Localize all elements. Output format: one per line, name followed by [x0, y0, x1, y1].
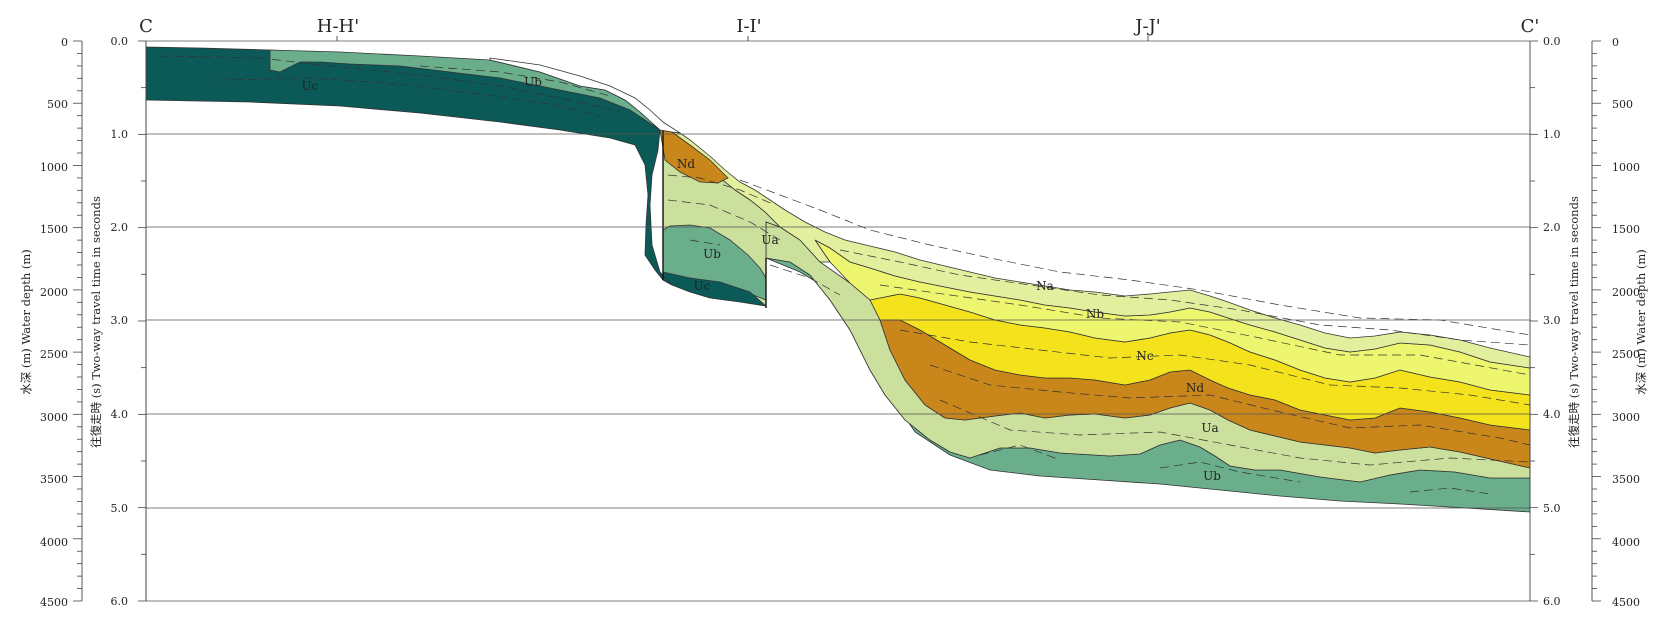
reflector-line: [159, 55, 621, 113]
time-axis-title-left: 往復走時 (s) Two-way travel time in seconds: [89, 196, 103, 448]
unit-label-uc: Uc: [694, 279, 711, 293]
left-time-axis: 0.0 1.0 2.0 3.0 4.0 5.0 6.0 往復走時 (s) Two…: [89, 35, 147, 608]
depth-tick-label: 3000: [40, 411, 68, 424]
time-tick-label: 4.0: [1543, 408, 1561, 421]
time-tick-label: 4.0: [111, 408, 129, 421]
time-tick-label: 1.0: [111, 128, 129, 141]
unit-label-nb: Nb: [1086, 307, 1105, 321]
section-label-c: C: [139, 16, 153, 37]
section-labels: C H-H' I-I' J-J' C': [139, 16, 1539, 37]
depth-ticks-right: [1592, 40, 1601, 602]
unit-label-nd: Nd: [1186, 381, 1205, 395]
reflector-line: [739, 179, 1531, 336]
unit-label-ub: Ub: [1203, 469, 1221, 483]
time-tick-label: 2.0: [1543, 221, 1561, 234]
depth-tick-label: 500: [1612, 98, 1633, 111]
unit-label-ua: Ua: [1201, 421, 1218, 435]
reflector-line: [689, 239, 721, 246]
unit-na-polygon: [671, 131, 1531, 369]
time-gridlines: [146, 40, 1530, 602]
section-label-c-prime: C': [1521, 16, 1540, 37]
unit-label-ub: Ub: [703, 247, 721, 261]
depth-tick-label: 1500: [40, 223, 68, 236]
depth-tick-label: 1000: [1612, 161, 1640, 174]
depth-tick-label: 1500: [1612, 223, 1640, 236]
time-ticks-right: [1530, 40, 1538, 602]
time-tick-label: 3.0: [111, 314, 129, 327]
left-depth-axis: 0 500 1000 1500 2000 2500 3000 3500 4000…: [19, 36, 83, 609]
depth-tick-label: 3500: [1612, 473, 1640, 486]
depth-tick-label: 4000: [40, 536, 68, 549]
depth-tick-label: 4500: [1612, 596, 1640, 609]
fault-lines: [662, 131, 767, 308]
depth-tick-label: 1000: [40, 161, 68, 174]
right-depth-axis: 0 500 1000 1500 2000 2500 3000 3500 4000…: [1591, 36, 1648, 609]
reflector-line: [879, 284, 1531, 376]
reflector-line: [667, 174, 776, 206]
depth-tick-label: 3000: [1612, 411, 1640, 424]
depth-tick-label: 3500: [40, 473, 68, 486]
reflector-line: [839, 249, 1531, 346]
unit-label-nc: Nc: [1136, 349, 1154, 363]
depth-ticks-left: [73, 40, 82, 602]
depth-tick-label: 2500: [1612, 348, 1640, 361]
depth-axis-title-left: 水深 (m) Water depth (m): [19, 249, 33, 395]
section-frame: [145, 36, 1531, 601]
time-tick-label: 0.0: [1543, 35, 1561, 48]
reflector-line: [1159, 461, 1301, 483]
unit-label-uc: Uc: [302, 79, 319, 93]
time-tick-label: 6.0: [1543, 595, 1561, 608]
section-label-ii: I-I': [736, 16, 761, 37]
unit-label-nd: Nd: [677, 157, 696, 171]
depth-tick-label: 500: [47, 98, 68, 111]
geologic-units: [145, 46, 1531, 513]
time-tick-label: 1.0: [1543, 128, 1561, 141]
unit-top-veneer-polygon: [489, 57, 681, 134]
time-tick-label: 3.0: [1543, 314, 1561, 327]
depth-tick-label: 4000: [1612, 536, 1640, 549]
time-tick-label: 5.0: [1543, 502, 1561, 515]
reflector-line: [939, 399, 1531, 466]
time-tick-label: 6.0: [111, 595, 129, 608]
depth-tick-label: 2500: [40, 348, 68, 361]
depth-axis-title-right: 水深 (m) Water depth (m): [1634, 249, 1648, 395]
reflector-line: [929, 364, 1531, 446]
depth-tick-label: 0: [61, 36, 68, 49]
section-label-jj: J-J': [1133, 16, 1160, 37]
unit-label-na: Na: [1036, 279, 1054, 293]
unit-label-ua: Ua: [761, 233, 778, 247]
time-ticks-left: [138, 40, 146, 602]
unit-labels: Uc Ub Nd Ub Uc Ua Na Nb Nc Nd Ua Ub: [302, 75, 1222, 483]
right-time-axis: 0.0 1.0 2.0 3.0 4.0 5.0 6.0 往復走時 (s) Two…: [1530, 35, 1581, 608]
section-label-hh: H-H': [317, 16, 359, 37]
time-tick-label: 5.0: [111, 502, 129, 515]
unit-nd-central-polygon: [659, 129, 729, 184]
depth-tick-label: 2000: [1612, 286, 1640, 299]
time-tick-label: 0.0: [111, 35, 129, 48]
reflector-line: [769, 264, 841, 296]
reflector-line: [667, 199, 781, 241]
reflector-line: [219, 77, 601, 117]
reflector-line: [899, 329, 1531, 406]
time-axis-title-right: 往復走時 (s) Two-way travel time in seconds: [1567, 196, 1581, 448]
depth-tick-label: 2000: [40, 286, 68, 299]
internal-reflectors: [159, 55, 1531, 495]
depth-tick-label: 0: [1612, 36, 1619, 49]
depth-tick-label: 4500: [40, 596, 68, 609]
time-tick-label: 2.0: [111, 221, 129, 234]
unit-label-ub: Ub: [524, 75, 542, 89]
